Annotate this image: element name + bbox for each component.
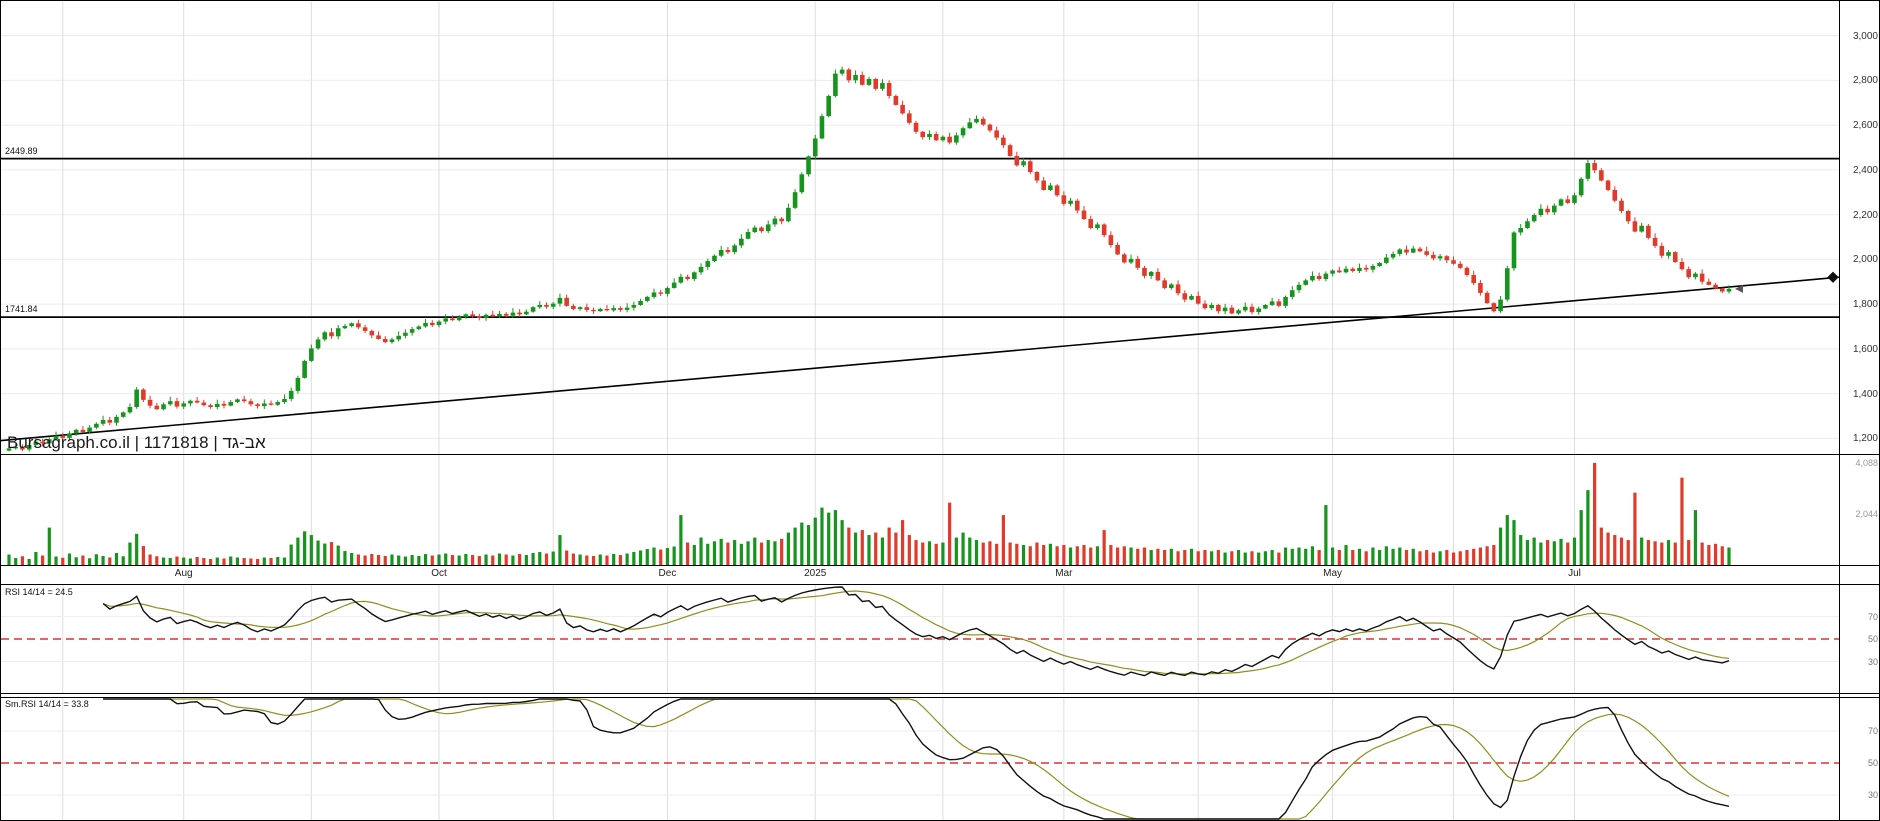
price-tick-label: 1,200 <box>1852 433 1878 445</box>
rsi-panel <box>1 585 1839 693</box>
rsi-value-label: RSI 14/14 = 24.5 <box>5 587 73 597</box>
price-tick-label: 2,200 <box>1852 209 1878 221</box>
rsi-top-border <box>1 584 1879 585</box>
smrsi-tick-label: 50 <box>1867 758 1878 768</box>
x-axis-month-label: Oct <box>431 568 447 579</box>
support-price-label: 1741.84 <box>5 304 38 314</box>
price-tick-label: 2,800 <box>1852 75 1878 87</box>
price-tick-label: 1,600 <box>1852 343 1878 355</box>
right-axis-line <box>1839 1 1840 820</box>
volume-tick-label: 2,044 <box>1855 509 1878 519</box>
smrsi-tick-label: 70 <box>1867 726 1878 736</box>
smrsi-tick-label: 30 <box>1867 790 1878 800</box>
x-axis-month-label: Mar <box>1055 568 1073 579</box>
price-tick-label: 1,800 <box>1852 299 1878 311</box>
price-tick-label: 3,000 <box>1852 30 1878 42</box>
price-tick-label: 2,000 <box>1852 254 1878 266</box>
x-axis-month-label: 2025 <box>804 568 827 579</box>
volume-baseline <box>1 565 1879 566</box>
resistance-price-label: 2449.89 <box>5 146 38 156</box>
x-axis-month-label: Aug <box>174 568 193 579</box>
smrsi-value-label: Sm.RSI 14/14 = 33.8 <box>5 699 89 709</box>
divider-main-volume <box>1 454 1879 455</box>
volume-panel <box>7 455 1731 565</box>
x-axis-month-label: Jul <box>1568 568 1581 579</box>
price-tick-label: 2,400 <box>1852 164 1878 176</box>
rsi-tick-label: 50 <box>1867 634 1878 644</box>
price-tick-label: 2,600 <box>1852 120 1878 132</box>
rsi-tick-label: 70 <box>1867 611 1878 622</box>
x-axis-month-label: Dec <box>658 568 677 579</box>
price-tick-label: 1,400 <box>1852 388 1878 400</box>
smoothed-rsi-panel <box>1 697 1839 820</box>
volume-tick-label: 4,088 <box>1855 458 1878 468</box>
rsi-bottom-border <box>1 693 1879 694</box>
price-panel <box>1 2 1839 454</box>
smrsi-top-border <box>1 697 1879 698</box>
rsi-tick-label: 30 <box>1867 656 1878 667</box>
x-axis-month-label: May <box>1323 568 1343 579</box>
watermark-title: Bursagraph.co.il | 1171818 | אב-גד <box>7 433 266 452</box>
